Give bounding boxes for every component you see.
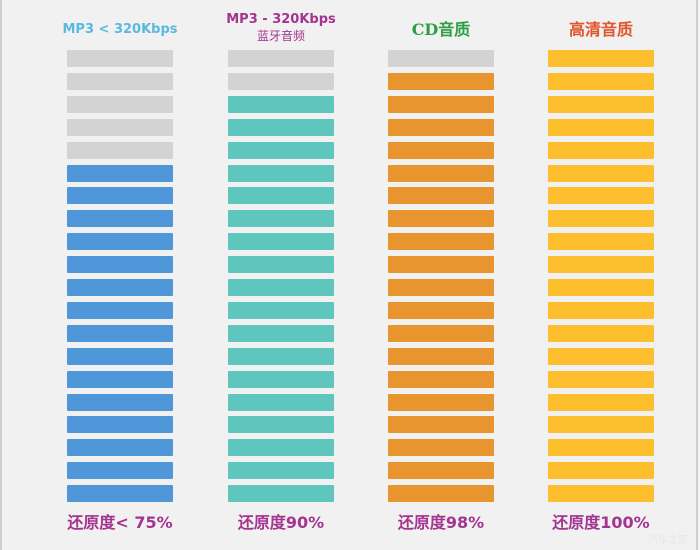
bar-segment-filled bbox=[548, 187, 654, 204]
column-title-line2: 蓝牙音频 bbox=[256, 29, 305, 43]
bar-segment-filled bbox=[67, 462, 173, 479]
bar-segment-filled bbox=[388, 394, 494, 411]
bar-segment-empty bbox=[67, 96, 173, 113]
fidelity-label-1: 还原度< 75% bbox=[67, 513, 173, 532]
bar-segment-filled bbox=[228, 325, 334, 342]
column-title-3: CD音质 bbox=[361, 22, 521, 38]
column-title-4: 高清音质 bbox=[521, 22, 681, 38]
bar-segment-filled bbox=[548, 302, 654, 319]
bar-segment-filled bbox=[388, 96, 494, 113]
bar-segment-filled bbox=[228, 187, 334, 204]
bar-segment-filled bbox=[388, 119, 494, 136]
bar-segment-filled bbox=[228, 416, 334, 433]
bar-segment-filled bbox=[228, 462, 334, 479]
bar-segment-filled bbox=[228, 233, 334, 250]
bar-segment-filled bbox=[67, 187, 173, 204]
bar-segment-filled bbox=[228, 371, 334, 388]
bar-segment-filled bbox=[548, 462, 654, 479]
bar-segment-filled bbox=[548, 439, 654, 456]
bar-segment-filled bbox=[228, 256, 334, 273]
bar-segment-filled bbox=[67, 210, 173, 227]
bar-segment-filled bbox=[548, 142, 654, 159]
column-title-line1: MP3 - 320Kbps bbox=[226, 12, 336, 27]
fidelity-label-3: 还原度98% bbox=[397, 513, 485, 532]
bar-segment-filled bbox=[67, 371, 173, 388]
bar-segment-filled bbox=[388, 302, 494, 319]
bar-segment-filled bbox=[548, 256, 654, 273]
bar-segment-filled bbox=[388, 233, 494, 250]
bar-segment-filled bbox=[548, 416, 654, 433]
bar-segment-filled bbox=[548, 394, 654, 411]
bar-segment-filled bbox=[228, 302, 334, 319]
bar-segment-filled bbox=[548, 210, 654, 227]
bar-segment-filled bbox=[228, 96, 334, 113]
bar-segment-filled bbox=[388, 325, 494, 342]
bar-segment-filled bbox=[67, 485, 173, 502]
bar-segment-filled bbox=[388, 210, 494, 227]
bar-segment-filled bbox=[388, 142, 494, 159]
bar-segment-filled bbox=[548, 279, 654, 296]
bar-segment-filled bbox=[388, 371, 494, 388]
bar-segment-filled bbox=[388, 73, 494, 90]
bar-segment-empty bbox=[67, 73, 173, 90]
bar-segment-filled bbox=[67, 279, 173, 296]
column-title-line1: 高清音质 bbox=[568, 20, 633, 39]
bar-segment-filled bbox=[228, 142, 334, 159]
bar-segment-filled bbox=[67, 439, 173, 456]
column-title-2: MP3 - 320Kbps 蓝牙音频 bbox=[201, 12, 361, 44]
bar-segment-filled bbox=[228, 165, 334, 182]
column-title-line1: CD音质 bbox=[411, 20, 471, 39]
bar-segment-filled bbox=[388, 165, 494, 182]
fidelity-label-2: 还原度90% bbox=[237, 513, 325, 532]
bar-segment-filled bbox=[228, 210, 334, 227]
bar-segment-filled bbox=[228, 394, 334, 411]
bar-segment-filled bbox=[388, 256, 494, 273]
fidelity-label-4: 还原度100% bbox=[552, 513, 650, 532]
bar-segment-filled bbox=[67, 233, 173, 250]
bar-segment-filled bbox=[548, 485, 654, 502]
bar-segment-filled bbox=[67, 325, 173, 342]
bar-segment-filled bbox=[228, 119, 334, 136]
bar-segment-empty bbox=[67, 119, 173, 136]
bar-segment-filled bbox=[388, 485, 494, 502]
bar-segment-filled bbox=[388, 279, 494, 296]
bar-segment-filled bbox=[388, 462, 494, 479]
bar-segment-filled bbox=[548, 348, 654, 365]
bar-segment-filled bbox=[388, 439, 494, 456]
bar-segment-filled bbox=[388, 348, 494, 365]
bar-segment-filled bbox=[548, 73, 654, 90]
bar-segment-filled bbox=[228, 348, 334, 365]
bar-segment-empty bbox=[67, 142, 173, 159]
bar-segment-filled bbox=[67, 256, 173, 273]
bar-segment-empty bbox=[67, 50, 173, 67]
bar-segment-empty bbox=[228, 50, 334, 67]
column-title-1: MP3 < 320Kbps bbox=[40, 22, 200, 38]
bar-segment-filled bbox=[388, 416, 494, 433]
watermark: 汽车之家 bbox=[648, 535, 688, 546]
bar-segment-filled bbox=[67, 394, 173, 411]
column-title-line1: MP3 < 320Kbps bbox=[62, 22, 178, 37]
bar-segment-filled bbox=[548, 371, 654, 388]
bar-segment-filled bbox=[388, 187, 494, 204]
bar-segment-filled bbox=[548, 119, 654, 136]
bar-segment-filled bbox=[228, 279, 334, 296]
bar-segment-filled bbox=[67, 416, 173, 433]
bar-segment-filled bbox=[548, 96, 654, 113]
bar-segment-filled bbox=[548, 233, 654, 250]
bar-segment-filled bbox=[67, 302, 173, 319]
bar-segment-filled bbox=[228, 485, 334, 502]
bar-segment-filled bbox=[67, 165, 173, 182]
bar-segment-filled bbox=[548, 50, 654, 67]
bar-segment-filled bbox=[228, 439, 334, 456]
bar-segment-empty bbox=[388, 50, 494, 67]
bar-segment-filled bbox=[67, 348, 173, 365]
bar-segment-filled bbox=[548, 165, 654, 182]
bar-segment-empty bbox=[228, 73, 334, 90]
bar-segment-filled bbox=[548, 325, 654, 342]
